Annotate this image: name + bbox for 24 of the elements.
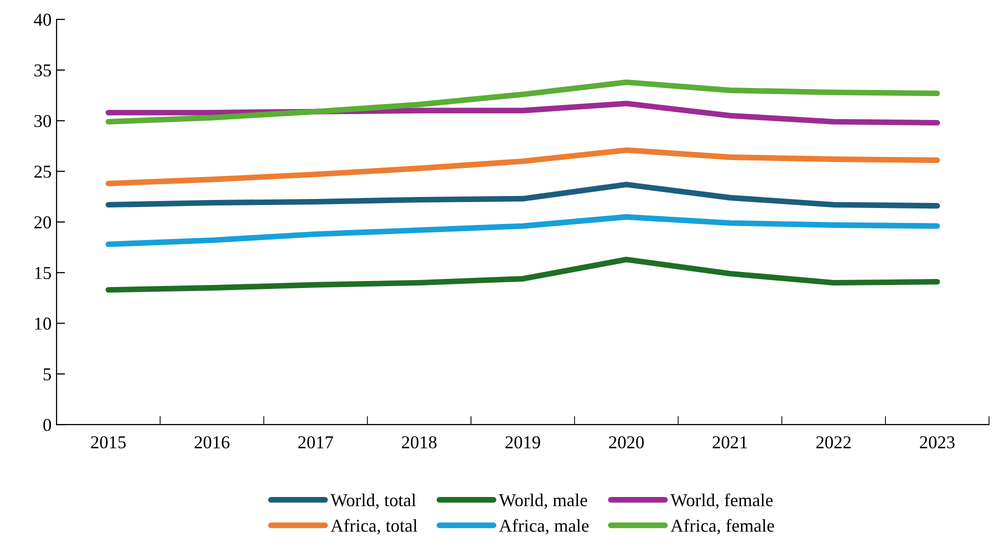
y-tick-label: 5 — [44, 368, 51, 380]
y-tick-label: 30 — [34, 114, 51, 128]
legend-label: Africa, total — [330, 518, 418, 534]
legend-label: World, total — [330, 494, 416, 509]
y-tick-label: 15 — [35, 266, 51, 280]
x-tick-label: 2019 — [506, 436, 540, 448]
y-tick-label: 35 — [34, 64, 51, 77]
y-tick-label: 0 — [43, 418, 51, 432]
x-tick-label: 2018 — [402, 436, 437, 448]
x-tick-label: 2016 — [194, 436, 230, 448]
x-tick-label: 2015 — [91, 436, 126, 448]
x-tick-label: 2023 — [920, 436, 955, 448]
legend-label: Africa, male — [499, 518, 589, 534]
x-tick-label: 2017 — [298, 436, 334, 448]
y-tick-label: 40 — [34, 14, 51, 26]
x-tick-label: 2020 — [609, 436, 644, 448]
legend-label: Africa, female — [670, 518, 774, 534]
x-tick-label: 2021 — [712, 436, 747, 448]
y-tick-label: 20 — [34, 216, 51, 228]
x-tick-label: 2022 — [816, 436, 851, 448]
y-tick-label: 25 — [34, 166, 51, 178]
legend-label: World, female — [670, 493, 773, 509]
legend-label: World, male — [498, 494, 588, 509]
y-tick-label: 10 — [35, 318, 51, 330]
